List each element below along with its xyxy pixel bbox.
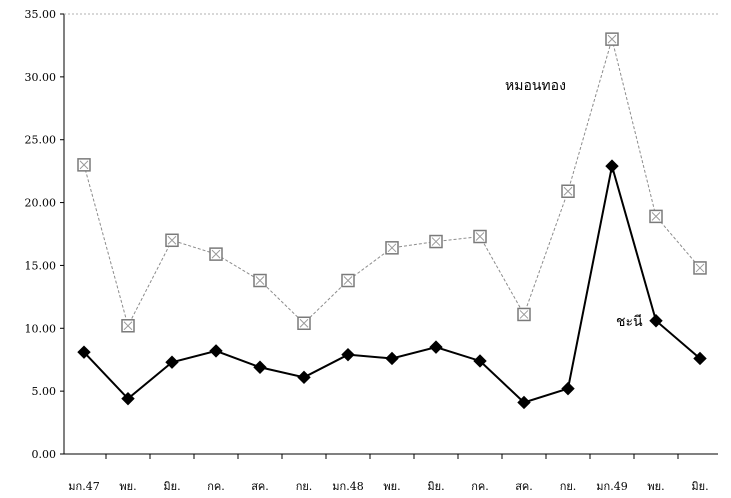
data-point-square-cross <box>519 310 529 319</box>
data-point-square-cross <box>343 276 353 285</box>
x-tick-label: มิย. <box>163 480 180 493</box>
data-point-square-cross <box>563 186 573 196</box>
x-tick-label: มิย. <box>691 480 708 493</box>
data-point-square-cross <box>123 321 133 331</box>
data-point-diamond <box>693 351 707 366</box>
y-tick-label: 0.00 <box>32 448 57 461</box>
x-tick-label: มิย. <box>427 480 444 493</box>
y-tick-label: 25.00 <box>25 134 57 147</box>
y-axis-ticks: 0.00 5.00 10.00 15.00 20.00 25.00 30.00 35.00 <box>25 8 64 461</box>
series-line-1 <box>83 37 701 328</box>
data-point-square-cross <box>475 232 485 241</box>
x-tick-label: กค. <box>207 480 225 493</box>
data-point-square-cross <box>299 318 309 328</box>
series-lines <box>83 37 701 404</box>
data-point-diamond <box>649 314 663 328</box>
chart-axes <box>63 13 718 455</box>
x-tick-label: สค. <box>515 480 533 493</box>
data-point-square-cross <box>79 160 89 170</box>
data-point-square-cross <box>607 34 617 44</box>
data-point-diamond <box>209 344 223 358</box>
data-point-diamond <box>341 347 355 362</box>
x-tick-label: พย. <box>383 480 400 493</box>
x-tick-label: พย. <box>647 480 664 493</box>
series-label-chanee: ชะนี <box>616 314 643 330</box>
data-point-diamond <box>165 355 179 369</box>
x-tick-label: มก.48 <box>332 480 363 493</box>
x-tick-label: กย. <box>560 480 577 493</box>
series-markers <box>77 32 707 410</box>
series-line-2 <box>83 165 701 404</box>
x-tick-label: กย. <box>296 480 313 493</box>
x-tick-label: พย. <box>119 480 136 493</box>
data-point-diamond <box>561 381 575 396</box>
x-axis-ticks: มก.47 พย. มิย. กค. สค. กย. มก.48 พย. มิย. กค. สค. ก… <box>68 454 709 493</box>
data-point-diamond <box>253 360 267 374</box>
data-point-diamond <box>121 391 135 406</box>
y-tick-label: 10.00 <box>25 322 57 335</box>
x-tick-label: มก.49 <box>596 480 627 493</box>
data-point-square-cross <box>167 235 177 245</box>
data-point-diamond <box>517 395 531 410</box>
x-tick-label: มก.47 <box>68 480 99 493</box>
y-tick-label: 15.00 <box>25 259 57 272</box>
data-point-square-cross <box>387 243 397 253</box>
y-tick-label: 30.00 <box>25 71 57 84</box>
x-tick-label: กค. <box>471 480 489 493</box>
data-point-diamond <box>429 340 443 354</box>
y-tick-label: 5.00 <box>32 385 57 398</box>
data-point-diamond <box>77 345 91 359</box>
data-point-square-cross <box>211 249 221 259</box>
y-tick-label: 20.00 <box>25 197 57 210</box>
series-label-mon-thong: หมอนทอง <box>505 78 566 94</box>
data-point-square-cross <box>695 263 705 273</box>
x-tick-label: สค. <box>251 480 269 493</box>
data-point-diamond <box>605 159 619 173</box>
data-point-diamond <box>473 354 487 368</box>
y-tick-label: 35.00 <box>25 8 57 21</box>
data-point-diamond <box>297 370 311 385</box>
data-point-diamond <box>385 351 399 366</box>
data-point-square-cross <box>651 212 661 221</box>
data-point-square-cross <box>431 237 441 246</box>
data-point-square-cross <box>255 276 265 285</box>
